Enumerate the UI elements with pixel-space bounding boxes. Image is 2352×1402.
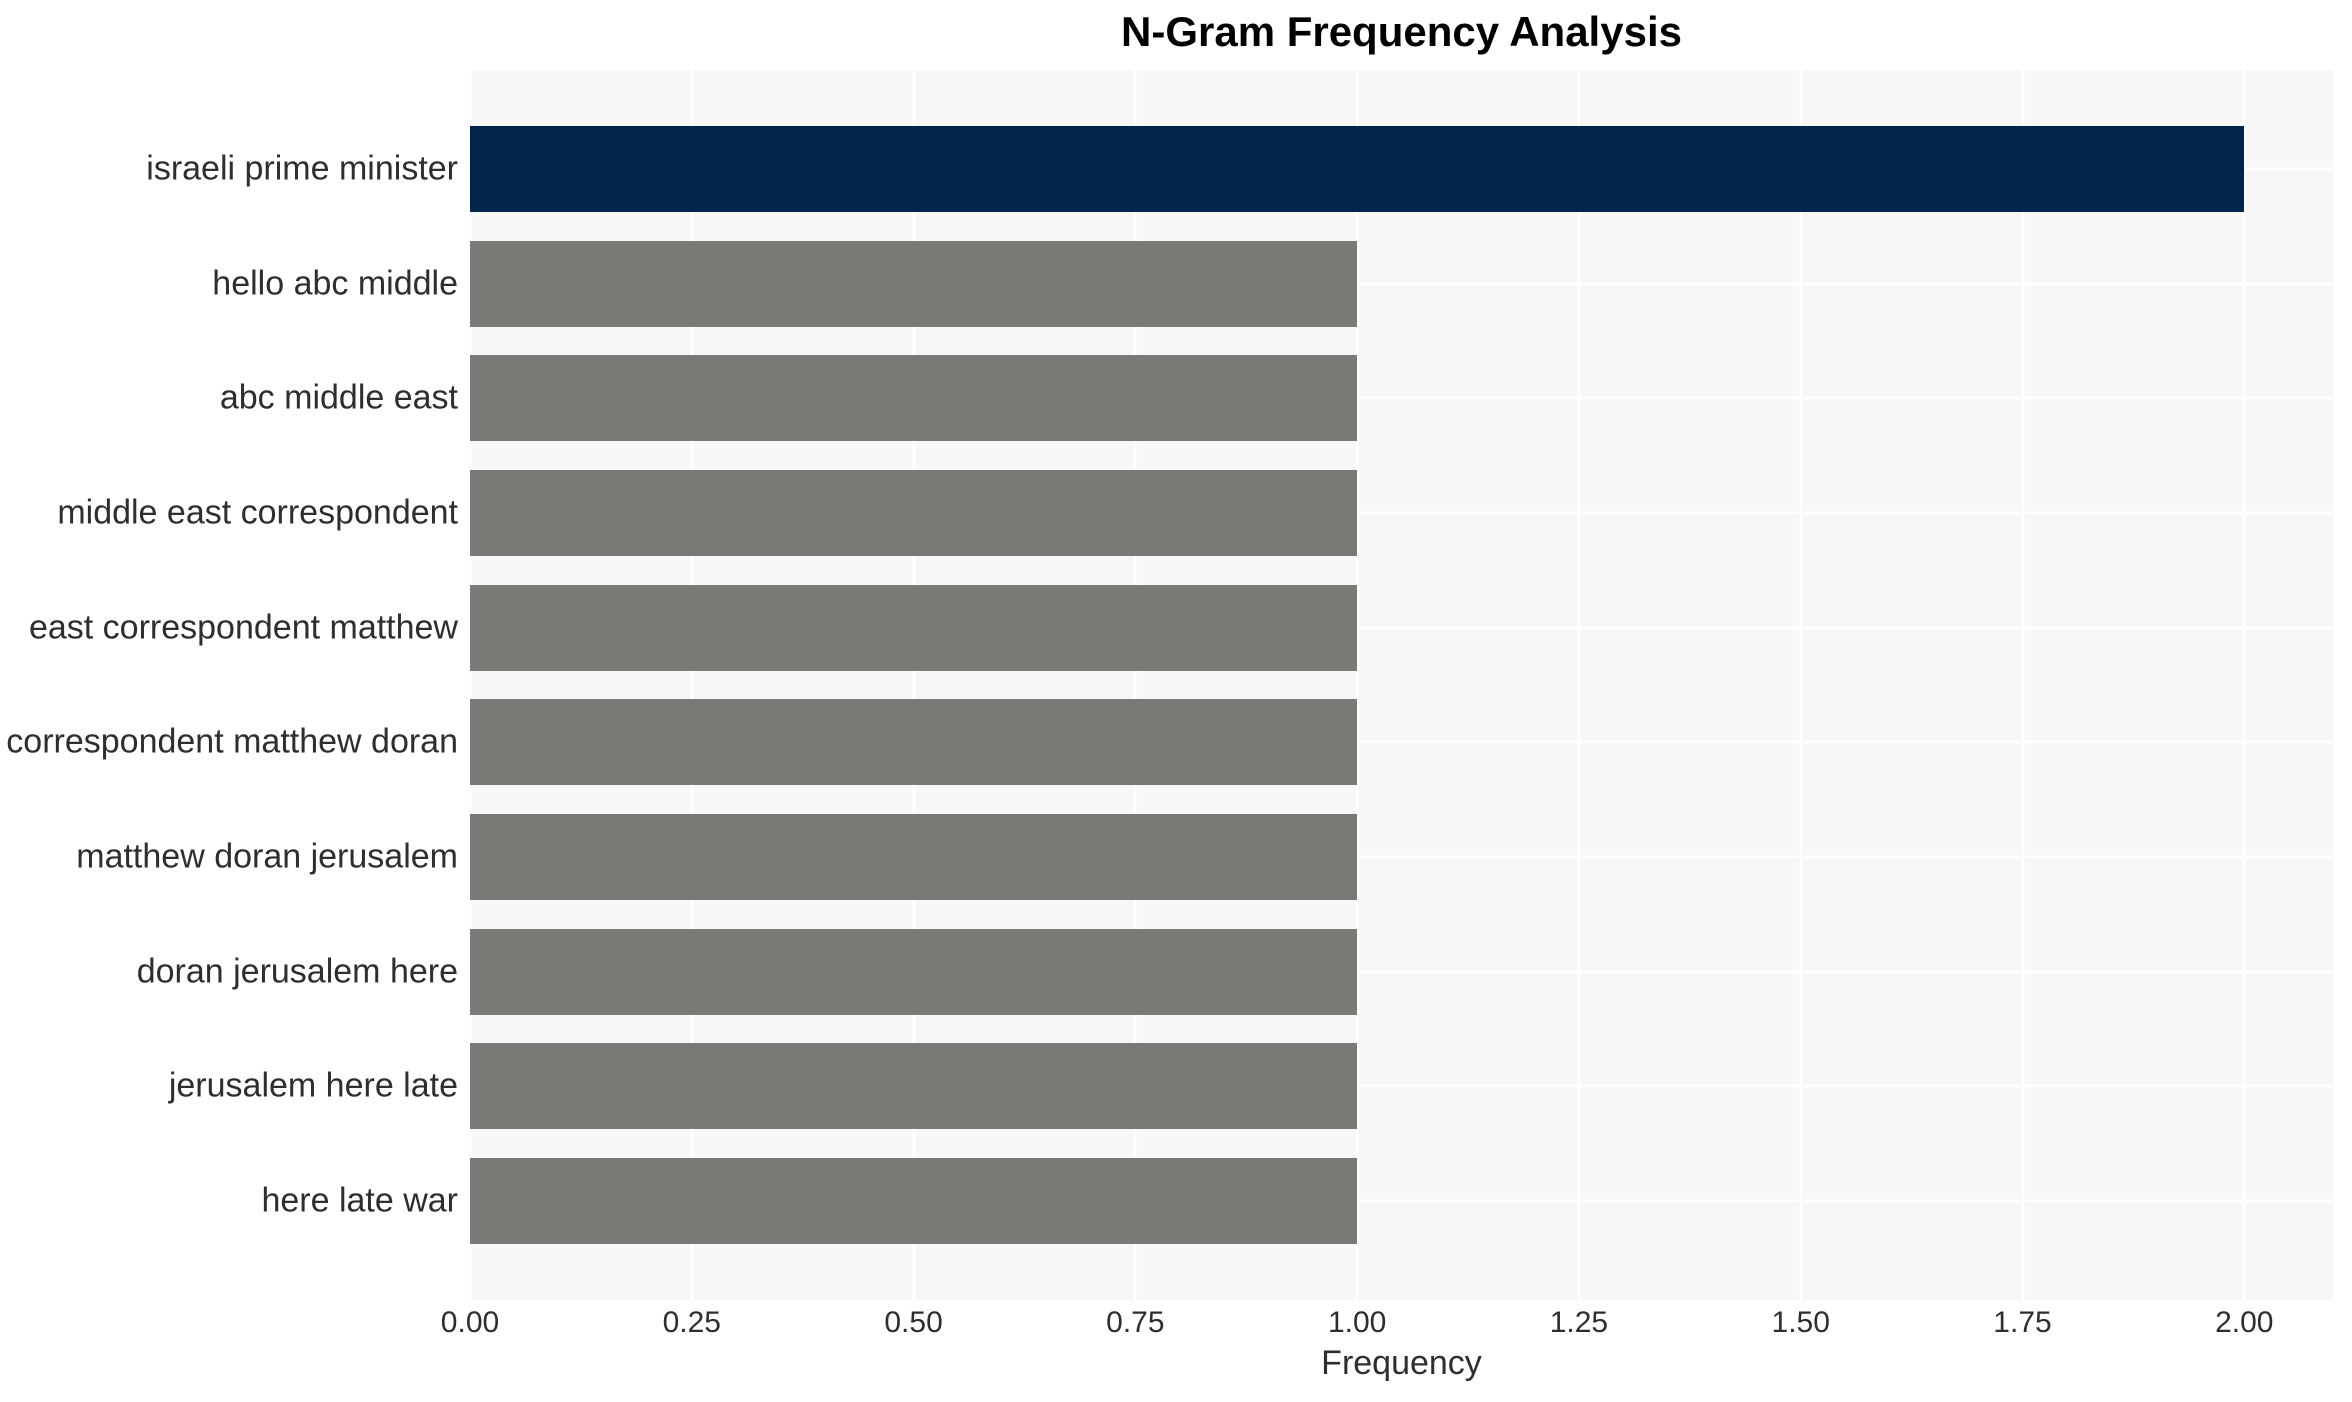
x-tick-label: 1.75 [1993, 1306, 2052, 1339]
x-axis-title: Frequency [1321, 1344, 1482, 1382]
y-tick-label: doran jerusalem here [136, 952, 458, 991]
x-tick-label: 1.25 [1549, 1306, 1609, 1339]
x-gridline [1799, 70, 1803, 1300]
frequency-bar [470, 125, 2245, 212]
x-gridline [2021, 70, 2024, 1300]
chart-title: N-Gram Frequency Analysis [1121, 8, 1682, 55]
y-gridline [470, 855, 2333, 859]
frequency-bar [470, 1043, 1358, 1130]
y-gridline [470, 970, 2333, 974]
x-tick-label: 2.00 [2215, 1306, 2274, 1339]
y-tick-label: israeli prime minister [146, 149, 458, 188]
y-gridline [470, 1199, 2333, 1203]
y-tick-label: hello abc middle [212, 264, 458, 303]
frequency-bar [470, 1158, 1358, 1245]
frequency-bar [470, 814, 1358, 901]
x-gridline [468, 70, 472, 1300]
x-tick-label: 0.00 [440, 1306, 500, 1339]
y-tick-label: correspondent matthew doran [6, 722, 458, 761]
x-tick-label: 1.50 [1771, 1306, 1830, 1339]
y-tick-label: here late war [261, 1181, 458, 1220]
x-gridline [1577, 70, 1581, 1300]
y-gridline [470, 511, 2333, 515]
frequency-bar [470, 584, 1358, 671]
x-tick-label: 0.50 [884, 1306, 943, 1339]
x-tick-label: 1.00 [1327, 1306, 1387, 1339]
y-axis: israeli prime minister hello abc middle ab… [0, 70, 458, 1300]
frequency-bar [470, 928, 1358, 1015]
frequency-bar [470, 240, 1358, 327]
y-tick-label: middle east correspondent [57, 493, 458, 532]
x-gridline [912, 70, 916, 1300]
y-tick-label: matthew doran jerusalem [76, 837, 458, 876]
y-gridline [470, 740, 2333, 744]
y-gridline [470, 396, 2333, 400]
x-axis: 0.00 0.25 0.50 0.75 1.00 1.25 1.50 1.75 2.00 [441, 1306, 2333, 1346]
y-tick-label: east correspondent matthew [28, 608, 458, 647]
frequency-bar [470, 699, 1358, 786]
y-gridline [470, 1084, 2333, 1088]
frequency-bar [470, 469, 1358, 556]
y-gridline [470, 626, 2333, 630]
x-tick-label: 0.25 [662, 1306, 721, 1339]
x-gridline [690, 70, 694, 1300]
y-tick-label: abc middle east [219, 378, 458, 417]
plot-area [468, 70, 2333, 1300]
x-gridline [1355, 70, 1359, 1300]
x-gridline [1133, 70, 1137, 1300]
frequency-bar [470, 355, 1358, 442]
y-tick-label: jerusalem here late [168, 1066, 458, 1105]
y-gridline [470, 282, 2333, 286]
x-gridline [2242, 70, 2246, 1300]
x-tick-label: 0.75 [1106, 1306, 1165, 1339]
